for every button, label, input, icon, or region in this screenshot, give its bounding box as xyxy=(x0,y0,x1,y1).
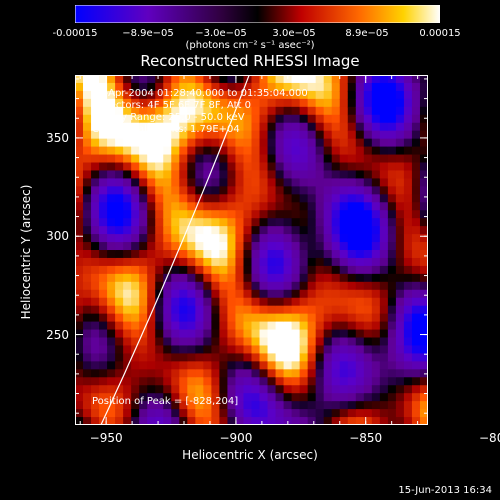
axis-tick-marks xyxy=(75,75,428,425)
y-tick-label: 300 xyxy=(46,229,69,244)
plot-frame xyxy=(75,75,428,425)
x-tick-label: −900 xyxy=(219,431,253,445)
info-line-counts: Clean Total counts: 1.79E+04 xyxy=(92,124,240,135)
x-axis-label: Heliocentric X (arcsec) xyxy=(182,448,318,462)
x-tick-label: −850 xyxy=(349,431,383,445)
colorbar-tick-label: 0.00015 xyxy=(419,28,461,39)
heatmap-plot xyxy=(75,75,428,425)
colorbar-tick-label: 3.0e−05 xyxy=(272,28,316,39)
y-tick-label: 250 xyxy=(46,327,69,342)
colorbar-tick-label: −3.0e−05 xyxy=(195,28,247,39)
y-axis-label: Heliocentric Y (arcsec) xyxy=(19,184,33,320)
peak-position-label: Position of Peak = [-828,204] xyxy=(92,396,239,407)
heatmap-cells xyxy=(75,75,428,425)
colorbar xyxy=(75,5,440,23)
y-tick-label: 350 xyxy=(46,130,69,145)
info-line-energy: Energy Range: 25.0 - 50.0 keV xyxy=(92,112,245,123)
x-tick-label: −950 xyxy=(89,431,123,445)
colorbar-unit-label: (photons cm⁻² s⁻¹ asec⁻²) xyxy=(185,40,315,51)
chart-title: Reconstructed RHESSI Image xyxy=(140,52,360,70)
colorbar-tick-label: −8.9e−05 xyxy=(122,28,174,39)
info-line-detectors: Detectors: 4F 5F 6F 7F 8F, Att 0 xyxy=(92,100,252,111)
info-line-time: 15-Apr-2004 01:28:40.000 to 01:35:04.000 xyxy=(92,88,308,99)
colorbar-tick-label: -0.00015 xyxy=(52,28,98,39)
solar-limb-line xyxy=(100,75,250,425)
timestamp: 15-Jun-2013 16:34 xyxy=(398,485,492,496)
x-tick-label: −800 xyxy=(479,431,500,445)
colorbar-tick-label: 8.9e−05 xyxy=(345,28,389,39)
